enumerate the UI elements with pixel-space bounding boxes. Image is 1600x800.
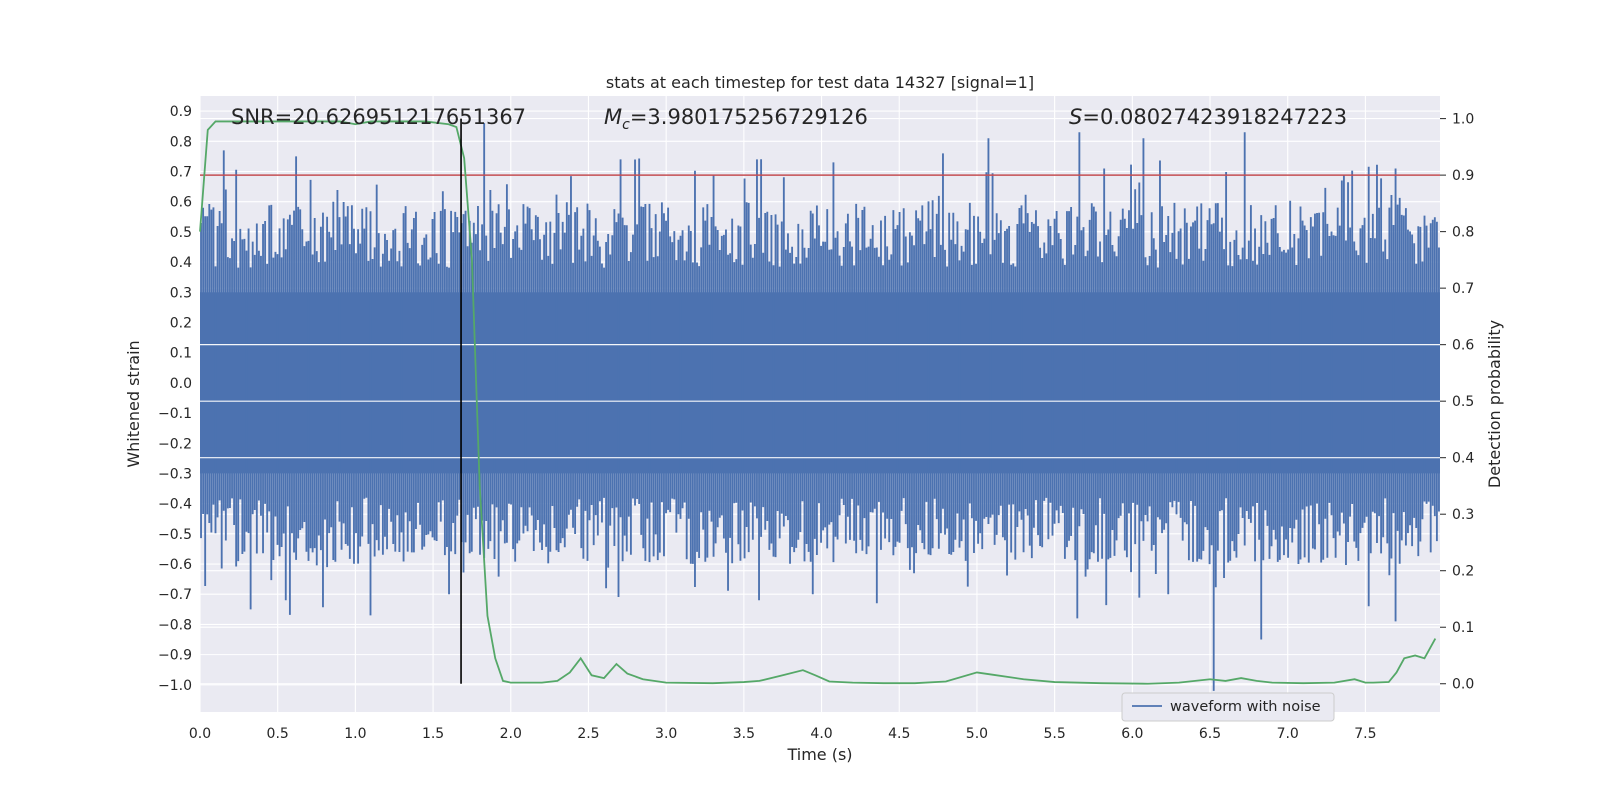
snr-annotation: SNR=20.626951217651367 xyxy=(231,105,526,129)
y-tick-label-right: 1.0 xyxy=(1452,112,1474,128)
waveform-series xyxy=(200,123,1440,691)
y-tick-label-left: 0.1 xyxy=(170,346,192,362)
x-tick-label: 4.5 xyxy=(888,726,910,742)
y-tick-label-left: 0.6 xyxy=(170,195,192,211)
y-tick-label-right: 0.6 xyxy=(1452,338,1474,354)
chirp-mass-annotation: Mc=3.980175256729126 xyxy=(604,105,868,133)
x-tick-label: 1.0 xyxy=(344,726,366,742)
y-ticks-right: 1.0 0.9 0.8 0.7 0.6 0.5 0.4 0.3 0.2 0.1 0.0 xyxy=(1440,112,1474,693)
x-tick-label: 3.0 xyxy=(655,726,677,742)
s-symbol: S xyxy=(1069,105,1082,129)
y-tick-label-left: 0.0 xyxy=(170,376,192,392)
y-tick-label-left: 0.4 xyxy=(170,255,192,271)
y-tick-label-left: −0.9 xyxy=(158,648,192,664)
x-tick-label: 0.0 xyxy=(189,726,211,742)
probability-layer xyxy=(199,120,1437,685)
x-tick-label: 7.0 xyxy=(1277,726,1299,742)
x-tick-label: 7.5 xyxy=(1354,726,1376,742)
detection-probability-line xyxy=(199,120,1437,685)
y-ticks-left: 0.9 0.8 0.7 0.6 0.5 0.4 0.3 0.2 0.1 0.0 −0.1 −0.2 −0… xyxy=(158,104,192,694)
x-tick-label: 5.5 xyxy=(1044,726,1066,742)
s-value: =0.08027423918247223 xyxy=(1082,105,1347,129)
y-tick-label-left: 0.2 xyxy=(170,315,192,331)
y-tick-label-right: 0.9 xyxy=(1452,168,1474,184)
x-tick-label: 6.5 xyxy=(1199,726,1221,742)
y-tick-label-right: 0.0 xyxy=(1452,677,1474,693)
y-axis-label-left: Whitened strain xyxy=(124,340,143,467)
x-tick-label: 3.5 xyxy=(733,726,755,742)
mc-value: =3.980175256729126 xyxy=(630,105,868,129)
y-tick-label-left: 0.7 xyxy=(170,164,192,180)
y-tick-label-right: 0.7 xyxy=(1452,281,1474,297)
y-tick-label-left: −0.5 xyxy=(158,527,192,543)
legend-label: waveform with noise xyxy=(1170,699,1321,715)
x-tick-label: 0.5 xyxy=(267,726,289,742)
snr-prefix: SNR xyxy=(231,105,275,129)
chart-title: stats at each timestep for test data 143… xyxy=(606,73,1034,92)
y-tick-label-right: 0.3 xyxy=(1452,507,1474,523)
mc-subscript: c xyxy=(622,117,630,133)
x-tick-label: 1.5 xyxy=(422,726,444,742)
x-tick-label: 6.0 xyxy=(1121,726,1143,742)
x-tick-label: 4.0 xyxy=(810,726,832,742)
y-tick-label-left: −0.8 xyxy=(158,617,192,633)
x-tick-label: 2.0 xyxy=(500,726,522,742)
s-annotation: S=0.08027423918247223 xyxy=(1069,105,1347,129)
y-axis-label-right: Detection probability xyxy=(1485,320,1504,488)
y-tick-label-right: 0.8 xyxy=(1452,225,1474,241)
y-tick-label-left: −0.7 xyxy=(158,587,192,603)
y-tick-label-left: −1.0 xyxy=(158,678,192,694)
y-tick-label-left: −0.1 xyxy=(158,406,192,422)
y-tick-label-left: 0.9 xyxy=(170,104,192,120)
x-tick-label: 5.0 xyxy=(966,726,988,742)
y-tick-label-right: 0.5 xyxy=(1452,394,1474,410)
y-tick-label-left: −0.4 xyxy=(158,497,192,513)
x-axis-label: Time (s) xyxy=(786,745,852,764)
y-tick-label-left: −0.2 xyxy=(158,436,192,452)
y-tick-label-left: −0.6 xyxy=(158,557,192,573)
y-tick-label-left: 0.8 xyxy=(170,134,192,150)
snr-value: =20.626951217651367 xyxy=(275,105,526,129)
legend-box xyxy=(1121,692,1335,722)
waveform-core xyxy=(200,292,1440,474)
y-tick-label-right: 0.2 xyxy=(1452,564,1474,580)
y-tick-label-left: 0.3 xyxy=(170,285,192,301)
y-tick-label-left: 0.5 xyxy=(170,225,192,241)
mc-symbol: M xyxy=(604,105,622,129)
y-tick-label-right: 0.1 xyxy=(1452,620,1474,636)
y-tick-label-left: −0.3 xyxy=(158,466,192,482)
x-tick-label: 2.5 xyxy=(577,726,599,742)
y-tick-label-right: 0.4 xyxy=(1452,451,1474,467)
x-ticks: 0.0 0.5 1.0 1.5 2.0 2.5 3.0 3.5 4.0 4.5 5.0 5.5 6.0 6… xyxy=(189,726,1377,742)
legend: waveform with noise xyxy=(1121,692,1335,722)
